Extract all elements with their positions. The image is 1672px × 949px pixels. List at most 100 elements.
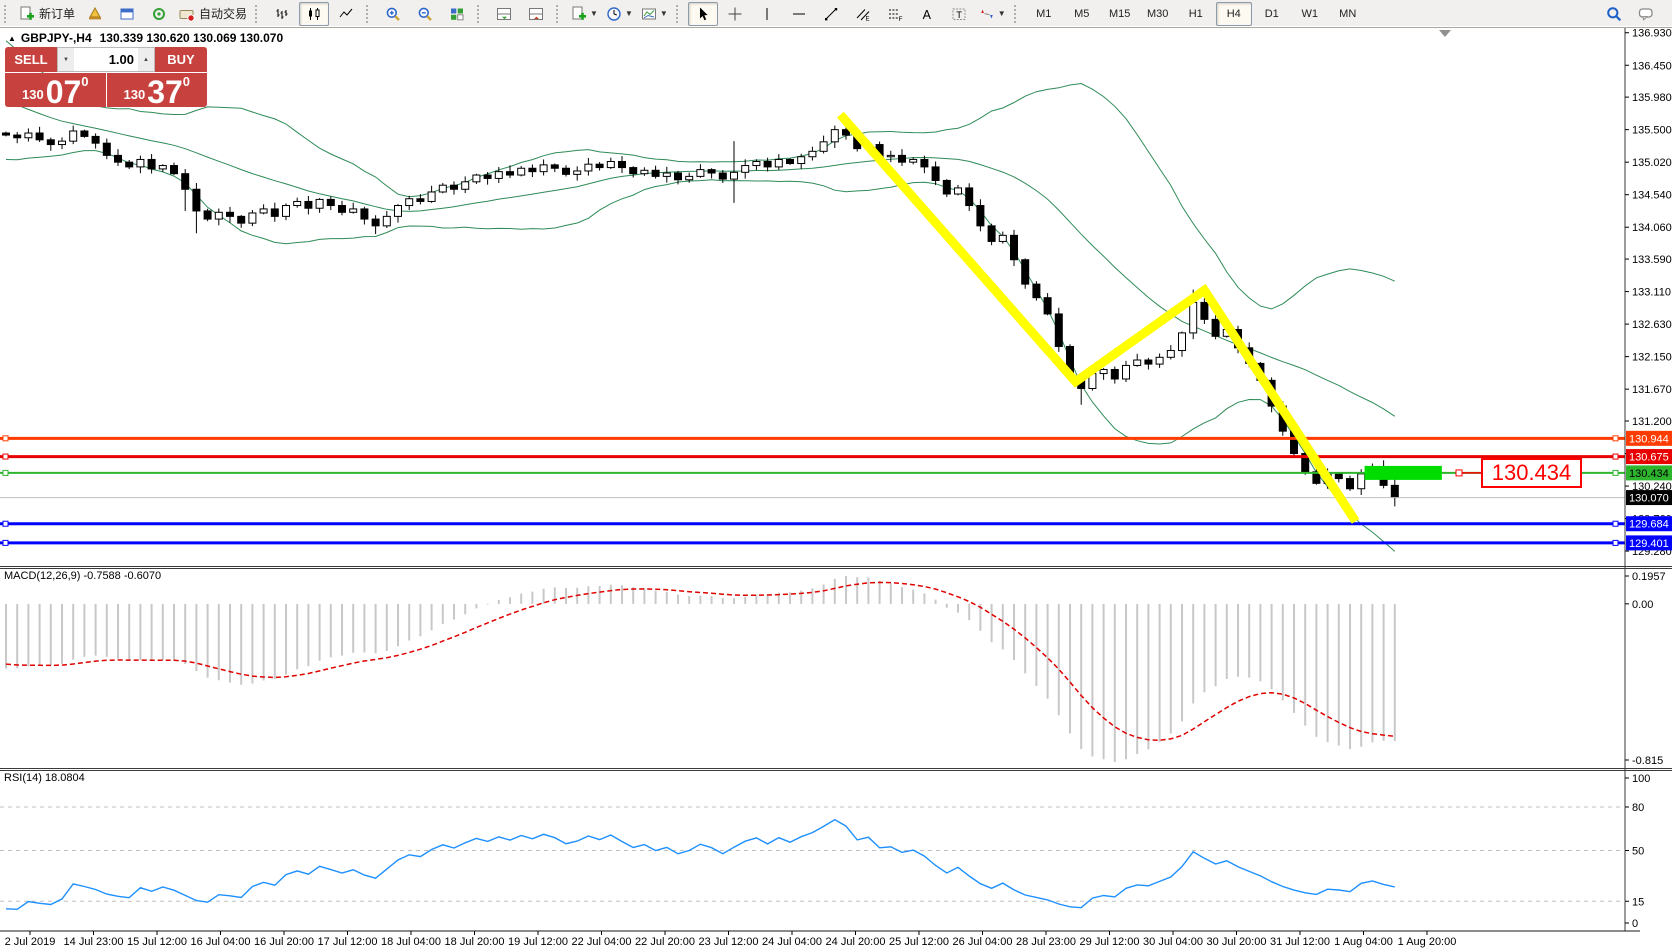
svg-text:23 Jul 12:00: 23 Jul 12:00 [699,936,759,948]
svg-text:29 Jul 12:00: 29 Jul 12:00 [1080,936,1140,948]
time-axis[interactable]: 2 Jul 2019 14 Jul 23:00 15 Jul 12:00 16 Jul… [5,931,1457,948]
equidistant-channel-button[interactable]: E [848,2,878,26]
svg-text:130.675: 130.675 [1629,452,1669,464]
macd-signal-line [5,581,1395,742]
volume-decrease-button[interactable]: ▼ [58,48,74,71]
price-alert-label[interactable]: 130.434 [1481,457,1582,488]
svg-text:22 Jul 04:00: 22 Jul 04:00 [572,936,632,948]
arrows-button[interactable]: ▼ [976,2,1009,26]
svg-text:26 Jul 04:00: 26 Jul 04:00 [953,936,1013,948]
buy-button[interactable]: BUY [155,47,207,72]
tf-m30-label: M30 [1147,7,1169,20]
new-order-button[interactable]: 新订单 [16,2,78,26]
timeframe-button-M1[interactable]: M1 [1026,2,1062,26]
svg-text:25 Jul 12:00: 25 Jul 12:00 [889,936,949,948]
toolbar-grip [675,4,681,23]
svg-text:15: 15 [1632,896,1644,908]
svg-text:T: T [956,9,962,20]
volume-increase-button[interactable]: ▲ [138,48,154,71]
new-order-icon [19,6,35,22]
svg-text:135.980: 135.980 [1632,92,1672,104]
trendline-button[interactable] [816,2,846,26]
buy-price[interactable]: 130 37 0 [106,73,207,107]
svg-text:130.070: 130.070 [1629,493,1669,505]
svg-text:18 Jul 04:00: 18 Jul 04:00 [381,936,441,948]
line-handle [1612,469,1619,476]
timeframe-button-W1[interactable]: W1 [1292,2,1328,26]
timeframe-button-M30[interactable]: M30 [1140,2,1176,26]
search-button[interactable] [1599,2,1629,26]
svg-text:135.500: 135.500 [1632,125,1672,137]
zoom-out-button[interactable] [410,2,440,26]
templates-caret-icon[interactable]: ▼ [659,9,668,18]
cursor-button[interactable] [687,1,718,26]
arrows-caret-icon[interactable]: ▼ [997,9,1006,18]
timeframe-button-M15[interactable]: M15 [1102,2,1138,26]
svg-text:0: 0 [1632,918,1638,930]
sell-price[interactable]: 130 07 0 [5,73,106,107]
horizontal-price-lines[interactable] [0,435,1625,546]
zoom-in-button[interactable] [378,2,408,26]
svg-text:17 Jul 12:00: 17 Jul 12:00 [318,936,378,948]
timeframe-button-H4[interactable]: H4 [1215,1,1252,26]
tf-h1-label: H1 [1188,7,1203,20]
data-window-button[interactable] [112,2,142,26]
svg-text:24 Jul 20:00: 24 Jul 20:00 [826,936,886,948]
indicator-window-remove-button[interactable] [521,2,551,26]
trend-lines[interactable] [837,111,1360,524]
vertical-line-icon [759,6,775,22]
line-chart-button[interactable] [331,2,361,26]
buy-price-big: 37 [147,74,183,107]
chat-button[interactable] [1631,2,1661,26]
candles-layer [2,125,1399,507]
indicator-window-add-button[interactable] [489,2,519,26]
text-label-button[interactable]: T [944,2,974,26]
tile-windows-button[interactable] [442,2,472,26]
shift-marker-icon[interactable] [1439,30,1451,37]
support-highlight-box[interactable] [1364,465,1442,480]
bar-chart-button[interactable] [267,2,297,26]
indicators-button[interactable]: ▼ [568,2,601,26]
sell-button[interactable]: SELL [5,47,57,72]
candlestick-chart-button[interactable] [299,1,330,26]
rsi-axis[interactable]: 100 80 50 15 0 [1625,773,1650,930]
tf-m1-label: M1 [1036,7,1052,20]
periods-button[interactable]: ▼ [603,2,636,26]
fibonacci-button[interactable]: F [880,2,910,26]
auto-trading-button[interactable]: 自动交易 [176,2,250,26]
timeframe-button-MN[interactable]: MN [1330,2,1366,26]
text-button[interactable]: A [912,2,942,26]
data-window-icon [119,6,135,22]
chart-title: ▲ GBPJPY-,H4 130.339 130.620 130.069 130.0… [8,31,283,45]
navigator-button[interactable] [144,2,174,26]
crosshair-button[interactable] [720,2,750,26]
timeframe-button-H1[interactable]: H1 [1178,2,1214,26]
horizontal-line-button[interactable] [784,2,814,26]
text-label-icon: T [951,6,967,22]
price-axis[interactable]: 136.930 136.450 135.980 135.500 135.020 134.5… [1625,28,1672,558]
tf-d1-label: D1 [1264,7,1279,20]
volume-input[interactable] [74,48,138,71]
collapse-icon[interactable]: ▲ [8,34,16,43]
svg-text:129.684: 129.684 [1629,519,1669,531]
indicators-caret-icon[interactable]: ▼ [590,9,598,18]
tf-m5-label: M5 [1074,7,1090,20]
templates-button[interactable]: ▼ [638,2,671,26]
ohlc-values: 130.339 130.620 130.069 130.070 [99,31,284,45]
svg-text:131.670: 131.670 [1632,384,1672,396]
periods-caret-icon[interactable]: ▼ [624,9,633,18]
vertical-line-button[interactable] [752,2,782,26]
new-order-label: 新订单 [39,7,76,21]
timeframe-button-M5[interactable]: M5 [1064,2,1100,26]
timeframe-button-D1[interactable]: D1 [1254,2,1290,26]
svg-text:130.240: 130.240 [1632,481,1672,493]
templates-icon [641,6,657,22]
line-handle [2,469,9,476]
macd-axis[interactable]: 0.1957 0.00 -0.815 [1625,571,1666,767]
line-handle [1612,453,1619,460]
symbol-period-label: GBPJPY-,H4 [20,31,92,45]
market-watch-button[interactable] [80,2,110,26]
navigator-icon [151,6,167,22]
svg-text:28 Jul 23:00: 28 Jul 23:00 [1016,936,1076,948]
